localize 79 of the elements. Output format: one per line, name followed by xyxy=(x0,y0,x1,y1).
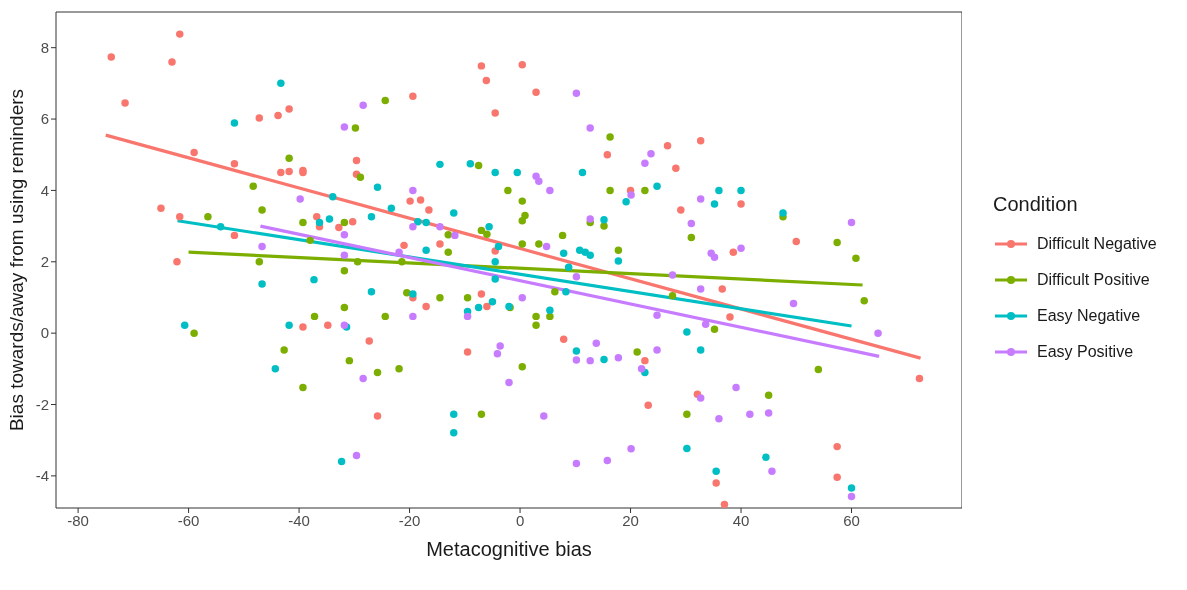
point xyxy=(540,412,548,420)
point xyxy=(542,242,551,251)
y-tick-label: 4 xyxy=(40,181,49,199)
x-tick-label: -20 xyxy=(398,511,421,529)
point xyxy=(641,159,649,168)
point xyxy=(637,365,646,373)
point xyxy=(463,312,472,321)
point xyxy=(768,467,776,475)
point xyxy=(359,374,367,383)
y-tick-label: -4 xyxy=(35,467,49,485)
point xyxy=(436,223,444,231)
y-tick-label: 0 xyxy=(40,324,49,342)
point xyxy=(359,101,367,109)
point xyxy=(340,123,349,131)
point xyxy=(395,248,403,256)
x-tick-label: -40 xyxy=(288,511,310,529)
point xyxy=(874,329,882,337)
point xyxy=(586,356,594,365)
point xyxy=(653,311,661,320)
y-tick-label: 6 xyxy=(40,110,49,128)
point xyxy=(493,350,502,358)
legend-title: Condition xyxy=(993,193,1079,216)
point xyxy=(586,124,594,132)
point xyxy=(546,186,554,195)
point xyxy=(737,244,745,252)
x-tick-label: -80 xyxy=(67,511,89,529)
point xyxy=(627,445,635,453)
point xyxy=(572,356,581,364)
point xyxy=(746,410,754,418)
point xyxy=(847,492,856,501)
point xyxy=(340,230,349,239)
point xyxy=(451,231,459,240)
legend-label: Easy Positive xyxy=(1037,343,1134,361)
point xyxy=(572,459,581,468)
point xyxy=(653,346,661,354)
x-tick-label: 0 xyxy=(515,511,525,529)
point xyxy=(764,409,773,417)
point xyxy=(789,299,798,308)
y-tick-label: -2 xyxy=(35,395,49,413)
x-tick-label: 60 xyxy=(843,511,860,529)
point xyxy=(715,415,723,423)
point xyxy=(572,273,581,281)
point xyxy=(409,312,417,321)
point xyxy=(647,149,655,158)
point xyxy=(847,218,856,227)
point xyxy=(696,394,705,402)
point xyxy=(586,215,594,223)
point xyxy=(707,249,715,257)
point xyxy=(627,191,635,199)
point xyxy=(572,89,581,98)
x-tick-label: 40 xyxy=(732,511,750,529)
point xyxy=(732,383,740,392)
point xyxy=(603,456,612,465)
legend-label: Difficult Negative xyxy=(1037,235,1157,253)
y-axis-title: Bias towards/away from using reminders xyxy=(5,88,27,432)
x-tick-label: 20 xyxy=(622,511,639,529)
point xyxy=(592,339,601,347)
point xyxy=(701,320,710,328)
point xyxy=(696,285,705,293)
point xyxy=(409,186,417,195)
x-tick-label: -60 xyxy=(177,511,200,529)
point xyxy=(409,223,417,231)
point xyxy=(518,294,526,302)
point xyxy=(687,219,696,228)
y-tick-label: 8 xyxy=(40,39,49,57)
point xyxy=(296,195,304,203)
point xyxy=(535,177,543,185)
point xyxy=(614,354,623,362)
point xyxy=(352,451,361,460)
x-axis-title: Metacognitive bias xyxy=(426,538,592,560)
point xyxy=(496,342,504,350)
point xyxy=(340,251,349,260)
y-tick-label: 2 xyxy=(40,253,49,271)
legend-label: Difficult Positive xyxy=(1037,271,1150,289)
point xyxy=(258,242,266,251)
point xyxy=(696,195,705,203)
legend-label: Easy Negative xyxy=(1037,307,1141,325)
point xyxy=(668,271,677,279)
point xyxy=(505,378,513,387)
